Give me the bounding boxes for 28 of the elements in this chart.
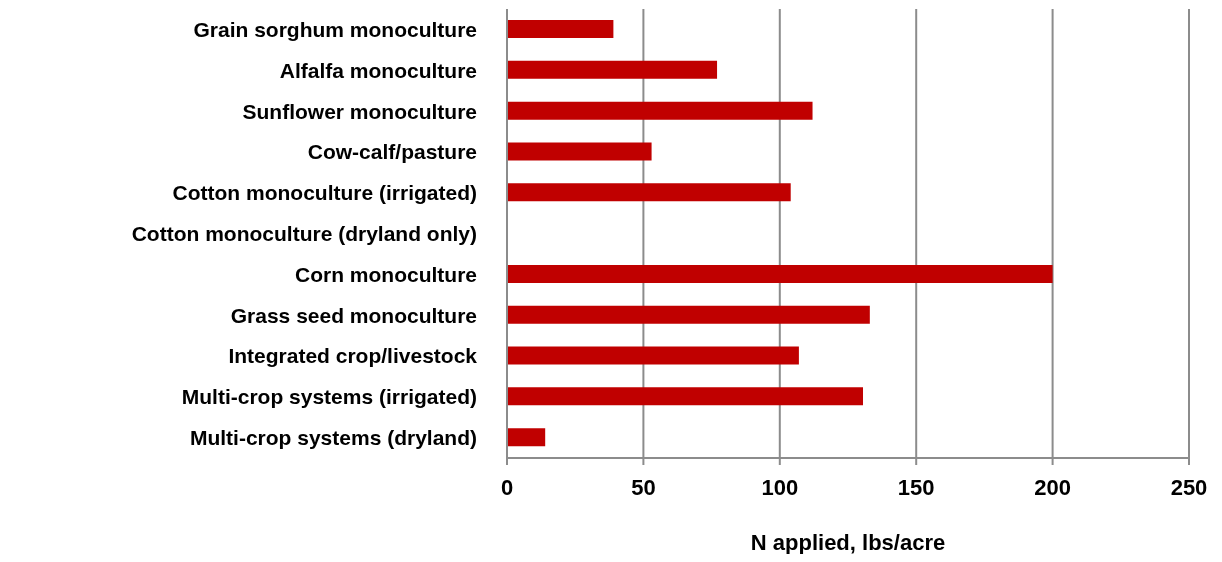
y-tick-label: Integrated crop/livestock xyxy=(228,344,478,368)
y-tick-label: Cotton monoculture (dryland only) xyxy=(131,221,477,245)
x-tick-label: 50 xyxy=(631,474,656,500)
bar xyxy=(507,101,813,120)
x-axis-title: N applied, lbs/acre xyxy=(750,530,946,555)
y-tick-label: Sunflower monoculture xyxy=(242,99,477,123)
bar xyxy=(507,60,718,79)
bar xyxy=(507,183,791,202)
y-tick-label: Multi-crop systems (irrigated) xyxy=(181,385,477,409)
y-tick-label: Alfalfa monoculture xyxy=(279,58,477,82)
bar xyxy=(507,142,652,161)
y-tick-label: Grass seed monoculture xyxy=(230,303,477,327)
y-tick-label: Multi-crop systems (dryland) xyxy=(189,426,477,450)
x-tick-label: 250 xyxy=(1170,474,1208,500)
bar xyxy=(507,20,614,38)
y-tick-label: Corn monoculture xyxy=(295,262,477,286)
bar xyxy=(507,305,870,324)
y-tick-label: Grain sorghum monoculture xyxy=(193,17,477,41)
y-tick-label: Cotton monoculture (irrigated) xyxy=(172,181,477,205)
x-tick-label: 200 xyxy=(1034,474,1071,500)
bar xyxy=(507,387,863,406)
x-tick-label: 0 xyxy=(500,474,514,500)
x-tick-label: 100 xyxy=(761,474,799,500)
y-tick-label: Cow-calf/pasture xyxy=(307,140,477,164)
bar xyxy=(507,264,1053,283)
bar xyxy=(507,346,799,365)
x-tick-label: 150 xyxy=(897,474,935,500)
bar xyxy=(507,428,546,447)
